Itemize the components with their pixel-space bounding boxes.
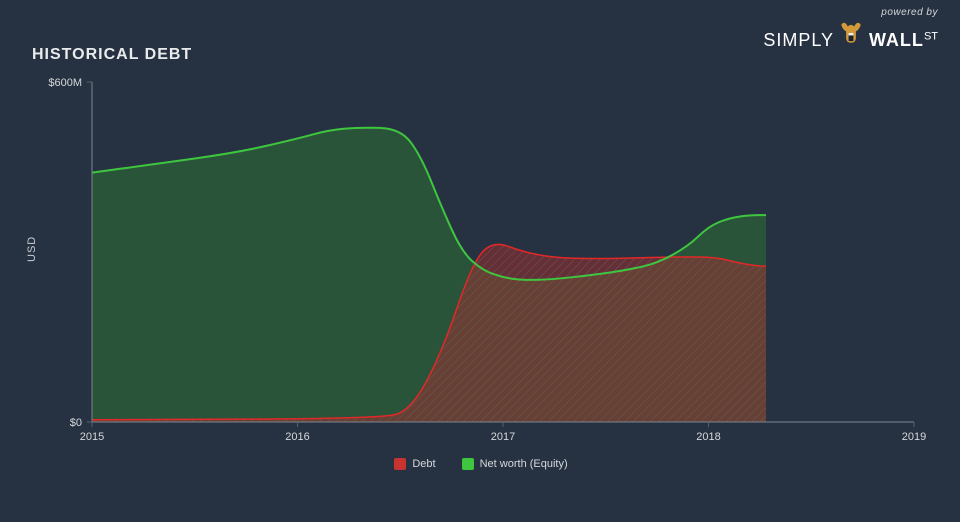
chart-area: USD $0$600M20152016201720182019 Debt Net… — [32, 72, 930, 472]
legend-label-debt: Debt — [412, 458, 435, 470]
svg-text:2015: 2015 — [80, 431, 104, 443]
legend-item-debt: Debt — [394, 458, 435, 470]
legend: Debt Net worth (Equity) — [32, 458, 930, 470]
brand-wall: WALL — [869, 30, 924, 50]
chart-svg: $0 $600M 2015 2016 2017 2018 2019 — [32, 72, 930, 452]
svg-text:$600M: $600M — [48, 77, 82, 89]
svg-text:$0: $0 — [70, 417, 82, 429]
svg-text:2019: 2019 — [902, 431, 926, 443]
chart-frame: powered by SIMPLY WALLST HISTORICAL DEBT… — [0, 0, 960, 522]
svg-text:2018: 2018 — [696, 431, 720, 443]
y-axis-label: USD — [26, 236, 38, 262]
legend-swatch-debt — [394, 458, 406, 470]
brand-powered-text: powered by — [763, 8, 938, 18]
bull-icon — [838, 20, 864, 46]
legend-item-equity: Net worth (Equity) — [462, 458, 568, 470]
svg-text:2016: 2016 — [285, 431, 309, 443]
chart-title: HISTORICAL DEBT — [32, 46, 192, 64]
legend-swatch-equity — [462, 458, 474, 470]
legend-label-equity: Net worth (Equity) — [480, 458, 568, 470]
brand-simply: SIMPLY — [763, 30, 834, 50]
svg-text:2017: 2017 — [491, 431, 515, 443]
brand-logo: powered by SIMPLY WALLST — [763, 8, 938, 50]
brand-st: ST — [924, 31, 938, 43]
